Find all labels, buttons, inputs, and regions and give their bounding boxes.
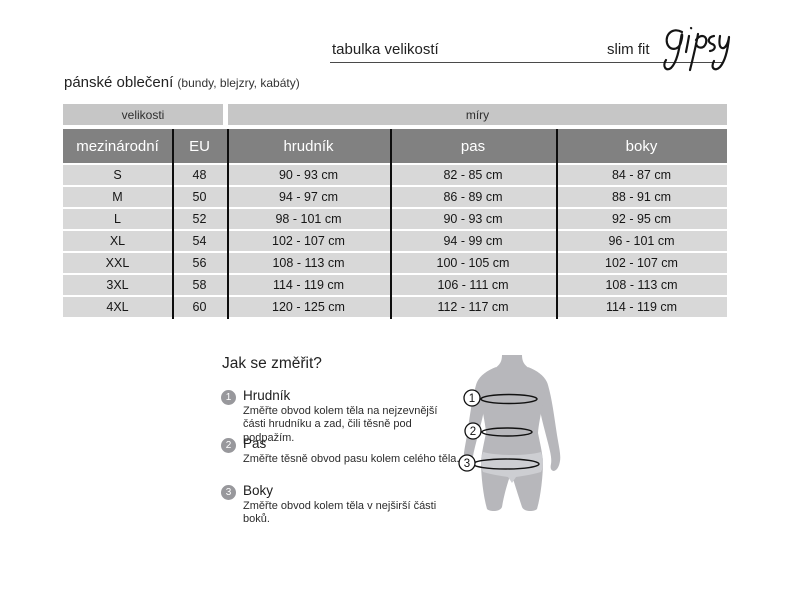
table-cell: 120 - 125 cm [272,300,345,314]
waist-measure-line [481,427,533,437]
waist-marker: 2 [464,422,482,440]
step-number-badge: 2 [221,438,236,453]
table-cell: 112 - 117 cm [437,300,509,314]
page-title: tabulka velikostí [332,41,439,58]
group-header-sizes: velikosti [63,104,223,125]
column-header: pas [460,137,486,155]
table-cell: 84 - 87 cm [611,168,672,182]
measure-step: 1 Hrudník Změřte obvod kolem těla na nejze… [221,388,461,446]
step-description: Změřte těsně obvod pasu kolem celého těl… [243,452,460,465]
step-number-badge: 3 [221,485,236,500]
table-row: 4XL 60 120 - 125 cm 112 - 117 cm 114 - 119 c… [63,297,727,317]
table-cell: 56 [192,256,207,270]
table-cell: 100 - 105 cm [436,256,510,270]
table-cell: 50 [192,190,207,204]
table-row: 3XL 58 114 - 119 cm 106 - 111 cm 108 - 113 c… [63,275,727,295]
table-cell: XL [109,234,126,248]
table-cell: 94 - 97 cm [278,190,339,204]
table-cell: 106 - 111 cm [437,278,509,292]
table-cell: 86 - 89 cm [443,190,503,204]
table-cell: 90 - 93 cm [443,212,503,226]
column-header: mezinárodní [76,137,159,155]
table-cell: XXL [105,256,130,270]
table-cell: 60 [192,300,207,314]
table-body: S 48 90 - 93 cm 82 - 85 cm 84 - 87 cm M 50 94 -… [63,165,727,317]
table-cell: 82 - 85 cm [443,168,503,182]
measure-guide-title: Jak se změřit? [222,355,322,372]
table-cell: 114 - 119 cm [272,278,345,292]
table-row: XL 54 102 - 107 cm 94 - 99 cm 96 - 101 cm [63,231,727,251]
figure-arm-left [463,367,496,471]
figure-arm-right [528,367,561,471]
chest-marker: 1 [463,389,481,407]
column-divider [556,129,558,319]
table-cell: 52 [192,212,207,226]
step-text: Boky Změřte obvod kolem těla v nejširší č… [243,483,461,527]
table-row: S 48 90 - 93 cm 82 - 85 cm 84 - 87 cm [63,165,727,185]
waist-marker-number: 2 [470,426,476,438]
table-header-row: mezinárodní EU hrudník pas boky [63,129,727,163]
table-cell: 94 - 99 cm [443,234,503,248]
group-header-measures: míry [228,104,727,125]
table-cell: S [113,168,122,182]
table-cell: 114 - 119 cm [605,300,678,314]
hips-marker-number: 3 [464,458,470,470]
category-subtitle: (bundy, blejzry, kabáty) [177,76,300,90]
column-header: boky [625,137,658,155]
table-row: XXL 56 108 - 113 cm 100 - 105 cm 102 - 107 c… [63,253,727,273]
body-measurement-diagram: 1 2 3 [458,355,561,512]
measure-step: 3 Boky Změřte obvod kolem těla v nejširší … [221,483,461,527]
step-label: Hrudník [243,388,291,403]
step-description: Změřte obvod kolem těla v nejširší části… [243,499,437,526]
table-cell: 3XL [106,278,129,292]
step-number-badge: 1 [221,390,236,405]
table-row: L 52 98 - 101 cm 90 - 93 cm 92 - 95 cm [63,209,727,229]
table-cell: 102 - 107 cm [272,234,345,248]
category-name: pánské oblečení [64,74,174,91]
header-divider [330,62,723,63]
table-cell: 92 - 95 cm [611,212,672,226]
fit-label: slim fit [607,41,650,58]
step-text: Pas Změřte těsně obvod pasu kolem celého … [243,436,461,466]
table-cell: 4XL [106,300,129,314]
table-cell: 108 - 113 cm [605,278,678,292]
column-header: EU [189,137,210,155]
figure-torso [478,355,546,512]
table-cell: 58 [192,278,207,292]
table-cell: 96 - 101 cm [608,234,675,248]
table-cell: 54 [192,234,207,248]
table-group-header-row: velikosti míry [63,104,727,125]
chest-marker-number: 1 [469,393,475,405]
column-divider [390,129,392,319]
category-title: pánské oblečení (bundy, blejzry, kabáty) [64,74,300,91]
column-divider [172,129,174,319]
table-row: M 50 94 - 97 cm 86 - 89 cm 88 - 91 cm [63,187,727,207]
chest-measure-line [480,393,538,405]
step-label: Boky [243,483,274,498]
table-cell: 102 - 107 cm [605,256,678,270]
measure-step: 2 Pas Změřte těsně obvod pasu kolem celého… [221,436,461,466]
table-cell: M [112,190,123,204]
step-description: Změřte obvod kolem těla na nejzevnější č… [243,404,438,445]
table-cell: 88 - 91 cm [611,190,672,204]
table-cell: 98 - 101 cm [275,212,342,226]
brand-logo-gipsy [663,26,731,72]
table-cell: 90 - 93 cm [278,168,339,182]
hips-marker: 3 [458,454,476,472]
step-text: Hrudník Změřte obvod kolem těla na nejzev… [243,388,461,446]
column-divider [227,129,229,319]
step-label: Pas [243,436,267,451]
column-header: hrudník [283,137,334,155]
size-table: velikosti míry mezinárodní EU hrudník pas bo… [63,104,727,319]
table-cell: 48 [192,168,207,182]
table-cell: L [114,212,121,226]
table-cell: 108 - 113 cm [272,256,345,270]
